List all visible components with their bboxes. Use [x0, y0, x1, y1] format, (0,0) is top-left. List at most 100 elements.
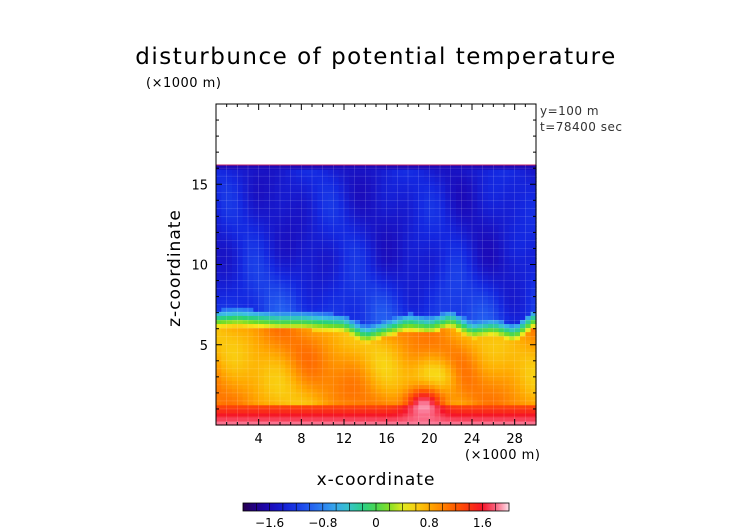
heatmap-cell	[456, 185, 462, 190]
heatmap-cell	[221, 416, 228, 422]
heatmap-cell	[461, 278, 468, 284]
heatmap-cell	[530, 290, 537, 296]
heatmap-cell	[216, 238, 222, 243]
heatmap-cell	[333, 372, 340, 377]
heatmap-cell	[408, 388, 414, 394]
heatmap-cell	[402, 294, 409, 300]
heatmap-cell	[493, 189, 500, 195]
heatmap-cell	[461, 177, 468, 182]
heatmap-cell	[296, 299, 302, 304]
heatmap-cell	[301, 323, 308, 329]
heatmap-cell	[269, 404, 276, 410]
heatmap-cell	[498, 372, 505, 377]
heatmap-cell	[504, 258, 510, 264]
heatmap-cell	[328, 169, 334, 174]
heatmap-cell	[274, 213, 281, 219]
heatmap-cell	[333, 420, 340, 426]
heatmap-cell	[226, 209, 233, 215]
heatmap-cell	[472, 262, 478, 268]
heatmap-cell	[237, 286, 244, 292]
heatmap-cell	[461, 299, 468, 304]
heatmap-cell	[472, 384, 478, 390]
heatmap-cell	[237, 327, 244, 333]
heatmap-cell	[354, 388, 361, 394]
heatmap-cell	[242, 197, 249, 203]
heatmap-cell	[242, 205, 249, 211]
heatmap-cell	[514, 412, 521, 418]
heatmap-cell	[450, 217, 457, 223]
heatmap-cell	[349, 229, 356, 235]
heatmap-cell	[456, 380, 462, 385]
colorbar-tick-label: 0	[372, 516, 380, 530]
heatmap-cell	[488, 396, 494, 402]
z-tick-label: 15	[191, 178, 208, 193]
heatmap-cell	[509, 234, 516, 239]
heatmap-cell	[258, 294, 265, 300]
heatmap-cell	[472, 225, 478, 231]
heatmap-cell	[445, 376, 452, 381]
heatmap-cell	[440, 246, 446, 251]
heatmap-cell	[296, 234, 302, 239]
heatmap-cell	[418, 238, 425, 243]
heatmap-cell	[472, 380, 478, 385]
heatmap-cell	[440, 327, 446, 333]
heatmap-cell	[525, 376, 532, 381]
heatmap-cell	[424, 189, 430, 195]
heatmap-cell	[232, 189, 238, 195]
heatmap-cell	[461, 368, 468, 373]
heatmap-cell	[216, 294, 222, 300]
heatmap-cell	[434, 408, 441, 414]
heatmap-cell	[285, 205, 292, 211]
heatmap-cell	[354, 315, 361, 320]
heatmap-cell	[413, 396, 420, 402]
heatmap-cell	[328, 282, 334, 288]
heatmap-cell	[504, 351, 510, 357]
heatmap-cell	[290, 217, 297, 223]
heatmap-cell	[530, 238, 537, 243]
heatmap-cell	[381, 331, 388, 337]
heatmap-cell	[413, 177, 420, 182]
heatmap-cell	[509, 290, 516, 296]
heatmap-cell	[226, 408, 233, 414]
heatmap-cell	[306, 274, 313, 280]
heatmap-cell	[450, 299, 457, 304]
heatmap-cell	[328, 364, 334, 369]
heatmap-cell	[445, 307, 452, 312]
heatmap-cell	[296, 404, 302, 410]
heatmap-cell	[360, 282, 366, 288]
heatmap-cell	[253, 221, 260, 227]
heatmap-cell	[498, 311, 505, 316]
heatmap-cell	[269, 177, 276, 182]
heatmap-cell	[472, 299, 478, 304]
heatmap-cell	[226, 217, 233, 223]
heatmap-cell	[434, 359, 441, 365]
heatmap-cell	[280, 250, 286, 255]
heatmap-cell	[434, 355, 441, 361]
heatmap-cell	[482, 384, 489, 390]
heatmap-cell	[429, 164, 436, 170]
heatmap-cell	[237, 376, 244, 381]
heatmap-cell	[520, 351, 526, 357]
heatmap-cell	[392, 380, 398, 385]
heatmap-cell	[392, 282, 398, 288]
heatmap-cell	[226, 238, 233, 243]
heatmap-cell	[530, 388, 537, 394]
heatmap-cell	[440, 201, 446, 207]
heatmap-cell	[498, 408, 505, 414]
heatmap-cell	[290, 213, 297, 219]
heatmap-cell	[312, 364, 318, 369]
heatmap-cell	[360, 400, 366, 406]
heatmap-cell	[434, 238, 441, 243]
heatmap-cell	[296, 225, 302, 231]
heatmap-cell	[232, 270, 238, 276]
heatmap-cell	[248, 388, 254, 394]
heatmap-cell	[418, 278, 425, 284]
heatmap-cell	[402, 315, 409, 320]
heatmap-cell	[402, 173, 409, 178]
heatmap-cell	[344, 359, 350, 365]
heatmap-cell	[392, 217, 398, 223]
heatmap-cell	[386, 412, 393, 418]
heatmap-cell	[285, 201, 292, 207]
heatmap-cell	[402, 404, 409, 410]
heatmap-cell	[301, 278, 308, 284]
